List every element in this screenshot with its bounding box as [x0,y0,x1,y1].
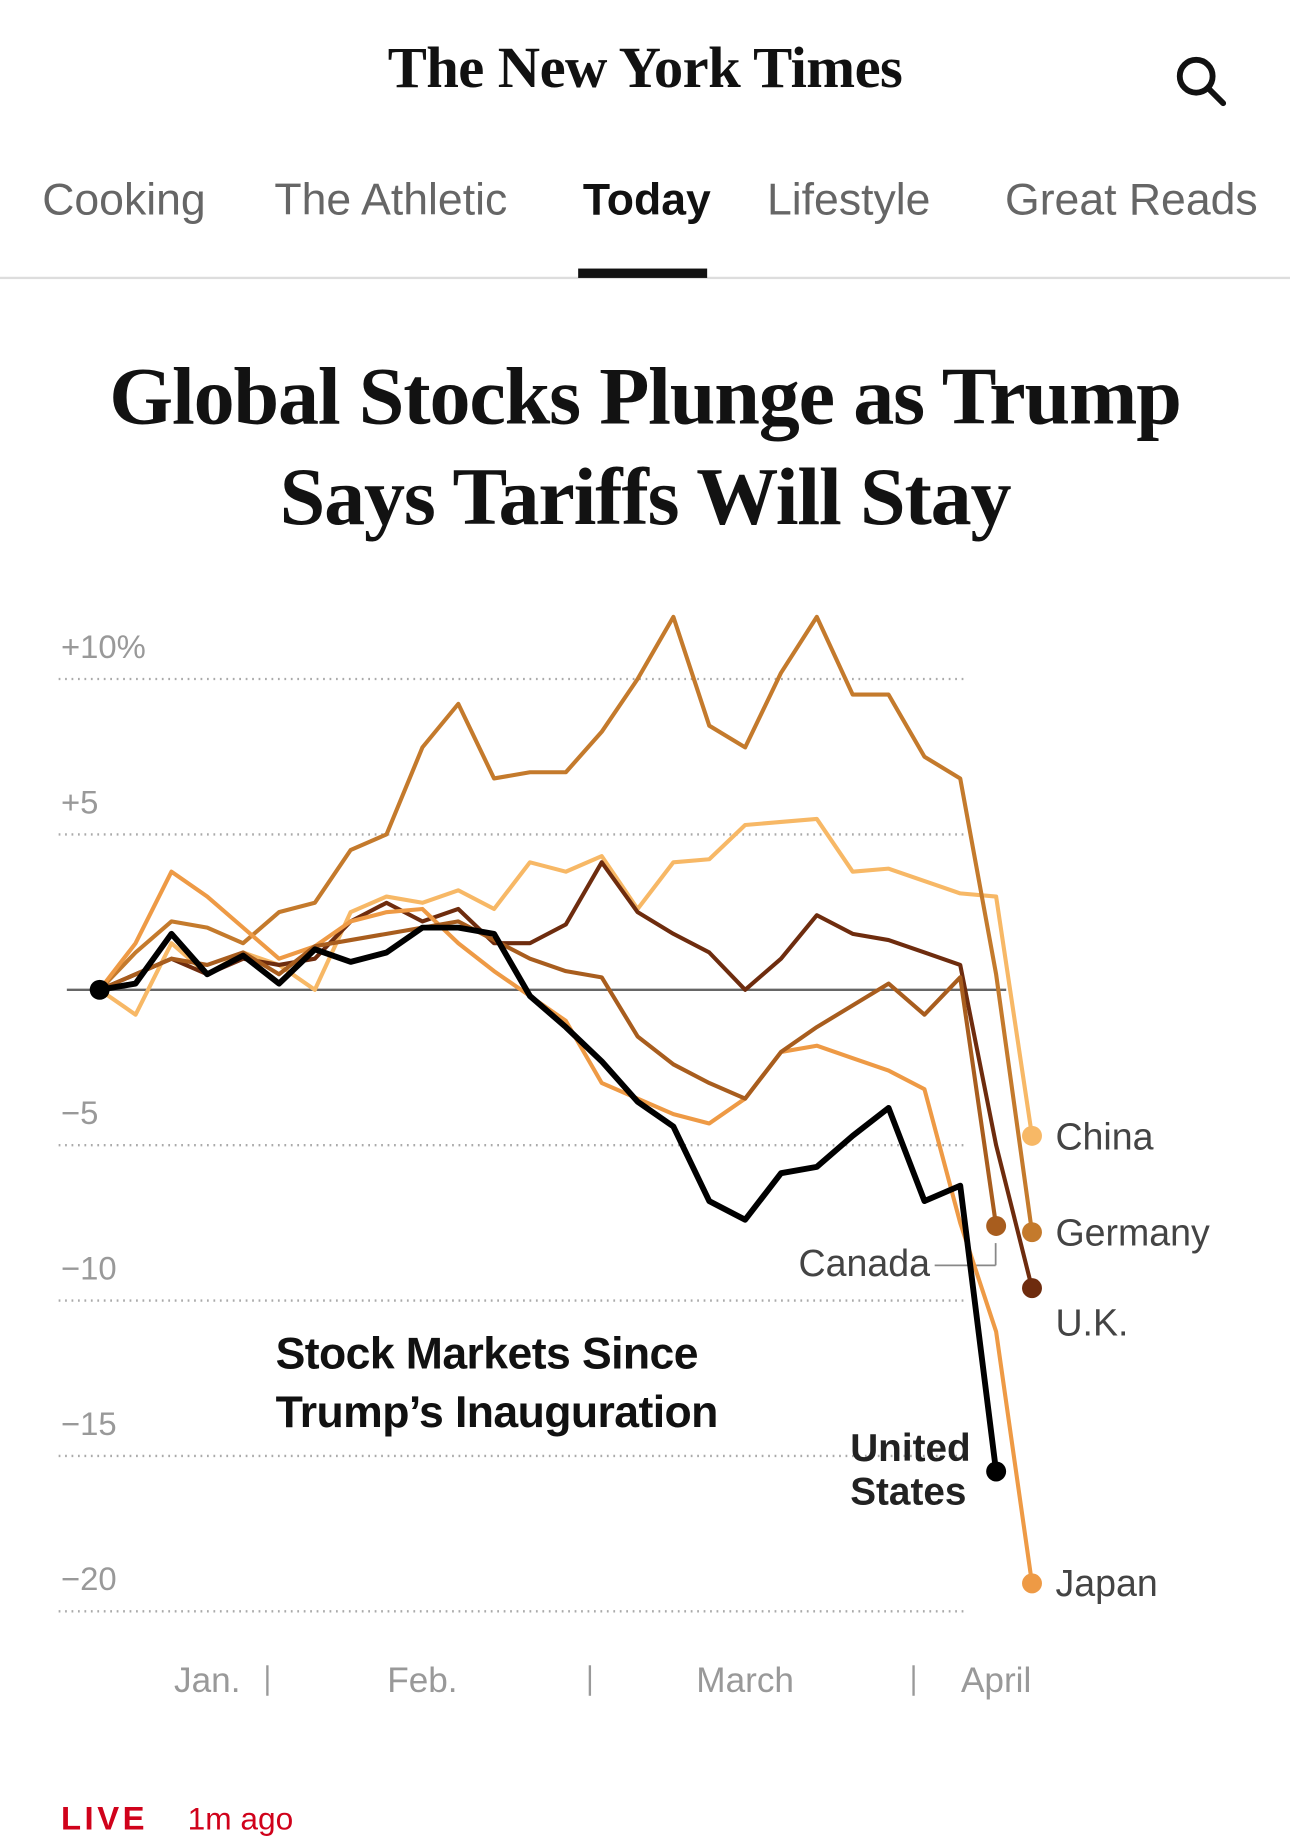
end-dot [1022,1573,1042,1594]
x-tick-label: April [961,1661,1031,1700]
series-line [98,614,1035,1233]
x-tick-label: Jan. [174,1661,240,1700]
nav-divider [0,276,1290,280]
series-label: Germany [1055,1211,1210,1254]
series-label: Canada [798,1241,930,1285]
nav-tab[interactable]: Cooking [42,175,206,226]
series-line [98,816,1035,1137]
y-tick-label: −5 [61,1094,98,1131]
timestamp: 1m ago [187,1801,294,1837]
end-dot [986,1216,1007,1236]
series-label: U.K. [1055,1302,1129,1345]
nav-tab[interactable]: Lifestyle [766,175,931,226]
end-dot [986,1461,1007,1482]
series-line [98,869,1035,1584]
nav-tab[interactable]: Today [582,175,711,226]
series-line [99,924,1000,1472]
search-icon[interactable] [1173,53,1229,109]
y-tick-label: −20 [61,1560,117,1597]
series-line [98,919,999,1227]
series-label: Japan [1055,1562,1158,1605]
y-tick-label: −10 [61,1249,117,1286]
headline[interactable]: Global Stocks Plunge as Trump Says Tarif… [109,351,1182,543]
series-label: China [1055,1114,1154,1157]
y-tick-label: −15 [61,1405,117,1442]
y-tick-label: +5 [61,783,98,820]
y-tick-label: +10% [61,628,146,665]
end-dot [1022,1222,1042,1243]
end-dot [1022,1278,1042,1299]
start-dot [89,979,110,1000]
live-badge[interactable]: LIVE [60,1800,149,1837]
logo[interactable]: The New York Times [387,34,903,100]
x-tick-label: Feb. [387,1661,457,1700]
active-underline [578,268,708,278]
nav-tab[interactable]: The Athletic [274,175,508,226]
chart-annotation: Stock Markets Since Trump’s Inauguration [275,1329,719,1438]
x-tick-label: March [696,1661,794,1700]
end-dot [1022,1125,1042,1146]
nav-tab[interactable]: Great Reads [1005,175,1258,226]
series-label: United States [850,1426,971,1513]
